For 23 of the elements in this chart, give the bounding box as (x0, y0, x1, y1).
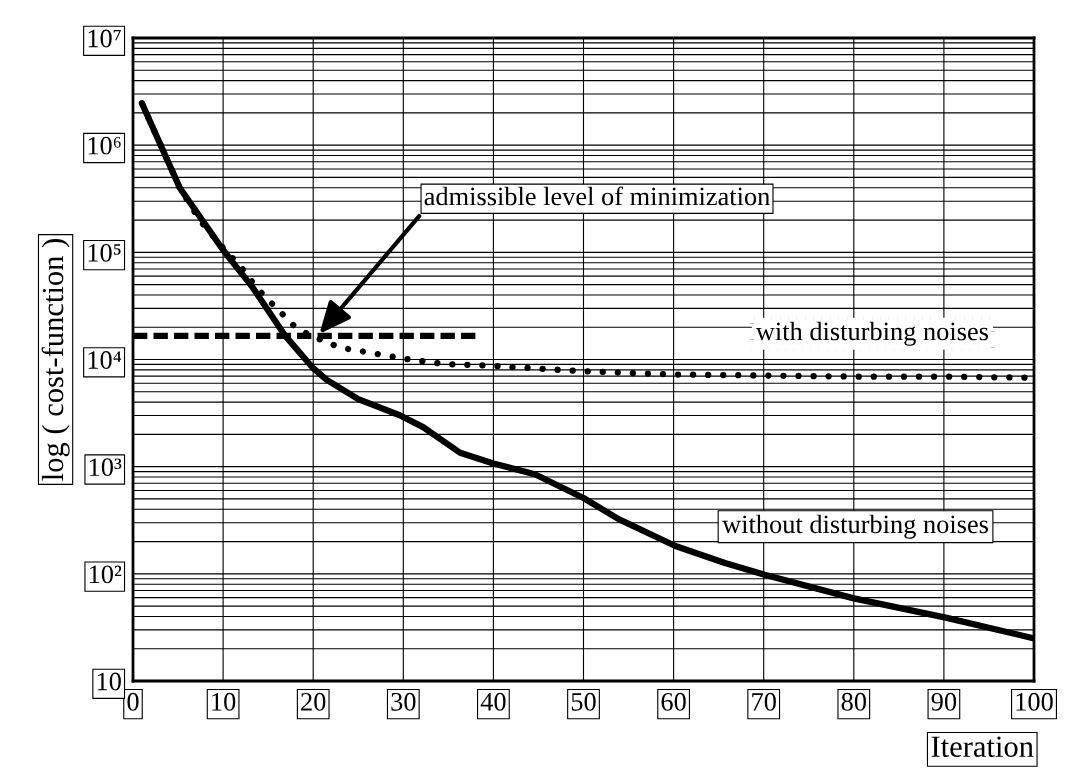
y-tick-label: 10² (89, 565, 122, 584)
y-tick-label: 10 (97, 672, 121, 691)
x-tick-label: 80 (841, 692, 866, 711)
x-tick-label: 90 (931, 692, 957, 711)
series-label: with disturbing noises (755, 321, 988, 346)
y-tick-label: 10⁴ (88, 351, 122, 369)
y-tick-label: 10⁷ (88, 29, 121, 48)
x-tick-label: 0 (127, 692, 139, 711)
x-tick-label: 100 (1016, 692, 1053, 711)
y-axis-title: log ( cost-function ) (41, 239, 70, 481)
x-tick-label: 60 (661, 692, 686, 711)
annotation: admissible level of minimization (424, 186, 770, 206)
y-tick-label: 10³ (89, 458, 122, 477)
x-tick-label: 70 (752, 692, 776, 711)
x-tick-label: 10 (212, 692, 236, 711)
x-tick-label: 30 (391, 692, 416, 711)
x-tick-label: 40 (480, 692, 506, 711)
series-label: without disturbing noises (722, 514, 988, 539)
x-axis-title: Iteration (931, 736, 1034, 757)
y-tick-label: 10⁶ (88, 136, 121, 155)
x-tick-label: 50 (571, 692, 596, 711)
y-tick-label: 10⁵ (88, 243, 121, 262)
x-tick-label: 20 (301, 692, 326, 711)
